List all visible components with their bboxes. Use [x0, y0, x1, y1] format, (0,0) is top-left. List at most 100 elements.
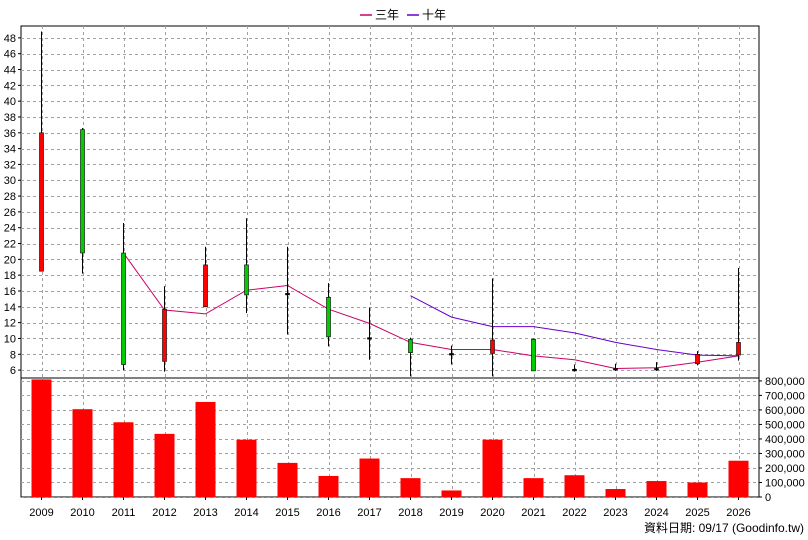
price-tick-label-20: 46	[4, 49, 16, 61]
line-series-0	[123, 252, 739, 370]
volume-bar-2025	[687, 482, 708, 497]
price-tick-label-8: 22	[4, 239, 16, 251]
price-tick-label-16: 38	[4, 112, 16, 124]
candle-body-2021	[531, 338, 536, 372]
volume-bar-2023	[605, 489, 626, 497]
price-tick-label-7: 20	[4, 254, 16, 266]
footer-source: 資料日期: 09/17 (Goodinfo.tw)	[644, 521, 804, 535]
x-tick-label-2019: 2019	[439, 507, 463, 519]
candle-body-2011	[121, 252, 126, 365]
price-frame	[20, 25, 760, 379]
volume-bar-2011	[113, 422, 134, 497]
volume-bar-2020	[482, 439, 503, 497]
candle-body-2019	[449, 353, 454, 356]
volume-tick-label-0: 0	[765, 492, 771, 504]
volume-bar-2019	[441, 490, 462, 497]
price-tick-label-21: 48	[4, 33, 16, 45]
price-tick-label-4: 14	[4, 302, 16, 314]
line-series-1	[410, 295, 739, 357]
price-tick-label-6: 18	[4, 270, 16, 282]
legend-label-1: 十年	[422, 8, 446, 22]
candle-body-2018	[408, 338, 413, 353]
candle-body-2015	[285, 293, 290, 296]
price-tick-label-17: 40	[4, 96, 16, 108]
x-tick-label-2022: 2022	[562, 507, 586, 519]
volume-bar-2026	[728, 460, 749, 497]
volume-tick-label-8: 800,000	[765, 376, 805, 388]
volume-bar-2014	[236, 439, 257, 497]
candle-body-2020	[490, 339, 495, 354]
x-tick-label-2025: 2025	[685, 507, 709, 519]
candle-body-2016	[326, 297, 331, 338]
x-tick-label-2012: 2012	[152, 507, 176, 519]
x-tick-label-2013: 2013	[193, 507, 217, 519]
volume-bar-2016	[318, 475, 339, 497]
volume-bar-2009	[31, 379, 52, 497]
candle-body-2014	[244, 264, 249, 296]
volume-bar-2021	[523, 478, 544, 497]
volume-tick-label-3: 300,000	[765, 448, 805, 460]
legend: 三年 十年	[360, 8, 446, 22]
volume-bar-2022	[564, 475, 585, 497]
x-tick-label-2016: 2016	[316, 507, 340, 519]
x-tick-label-2018: 2018	[398, 507, 422, 519]
price-tick-label-5: 16	[4, 286, 16, 298]
volume-bar-2015	[277, 462, 298, 497]
candle-body-2023	[613, 368, 618, 371]
x-tick-label-2023: 2023	[603, 507, 627, 519]
price-tick-label-3: 12	[4, 318, 16, 330]
candle-body-2010	[80, 129, 85, 254]
candle-body-2025	[695, 353, 700, 365]
price-tick-label-12: 30	[4, 175, 16, 187]
x-tick-label-2021: 2021	[521, 507, 545, 519]
x-axis: 2009 2010 2011 2012 2013 2014 2015 2016 2017 2018…	[29, 497, 751, 519]
candlesticks	[39, 31, 741, 377]
candle-body-2009	[39, 132, 44, 272]
candle-body-2013	[203, 264, 208, 308]
candle-body-2024	[654, 368, 659, 371]
volume-axis: 0 100,000 200,000 300,000 400,000 500,000 600,…	[759, 376, 805, 504]
price-tick-label-9: 24	[4, 223, 16, 235]
volume-bar-2012	[154, 433, 175, 497]
price-axis: 6 8 10 12 14 16 18 20 22 24 26 28 30 32 34 36 38 40 42 44 46…	[4, 33, 21, 377]
x-tick-label-2020: 2020	[480, 507, 504, 519]
x-tick-label-2024: 2024	[644, 507, 668, 519]
x-tick-label-2014: 2014	[234, 507, 258, 519]
x-tick-label-2010: 2010	[70, 507, 94, 519]
volume-tick-label-5: 500,000	[765, 419, 805, 431]
volume-tick-label-2: 200,000	[765, 463, 805, 475]
volume-grid	[20, 377, 760, 498]
price-tick-label-19: 44	[4, 65, 16, 77]
price-tick-label-13: 32	[4, 159, 16, 171]
volume-tick-label-4: 400,000	[765, 434, 805, 446]
volume-tick-label-6: 600,000	[765, 405, 805, 417]
volume-bar-2010	[72, 409, 93, 497]
price-tick-label-14: 34	[4, 144, 16, 156]
x-tick-label-2009: 2009	[29, 507, 53, 519]
x-tick-label-2017: 2017	[357, 507, 381, 519]
price-tick-label-11: 28	[4, 191, 16, 203]
volume-bar-2017	[359, 458, 380, 497]
x-tick-label-2026: 2026	[726, 507, 750, 519]
volume-bar-2018	[400, 478, 421, 497]
price-tick-label-0: 6	[10, 365, 16, 377]
volume-bars	[31, 379, 749, 497]
price-tick-label-18: 42	[4, 80, 16, 92]
price-tick-label-2: 10	[4, 333, 16, 345]
price-tick-label-15: 36	[4, 128, 16, 140]
x-tick-label-2011: 2011	[112, 507, 136, 519]
price-grid	[20, 25, 760, 379]
volume-bar-2024	[646, 481, 667, 497]
average-lines	[123, 252, 739, 370]
x-tick-label-2015: 2015	[275, 507, 299, 519]
legend-label-0: 三年	[375, 8, 399, 22]
candle-body-2012	[162, 308, 167, 362]
volume-bar-2013	[195, 401, 216, 497]
price-tick-label-10: 26	[4, 207, 16, 219]
candle-body-2022	[572, 368, 577, 372]
volume-tick-label-7: 700,000	[765, 390, 805, 402]
price-tick-label-1: 8	[10, 349, 16, 361]
volume-tick-label-1: 100,000	[765, 477, 805, 489]
